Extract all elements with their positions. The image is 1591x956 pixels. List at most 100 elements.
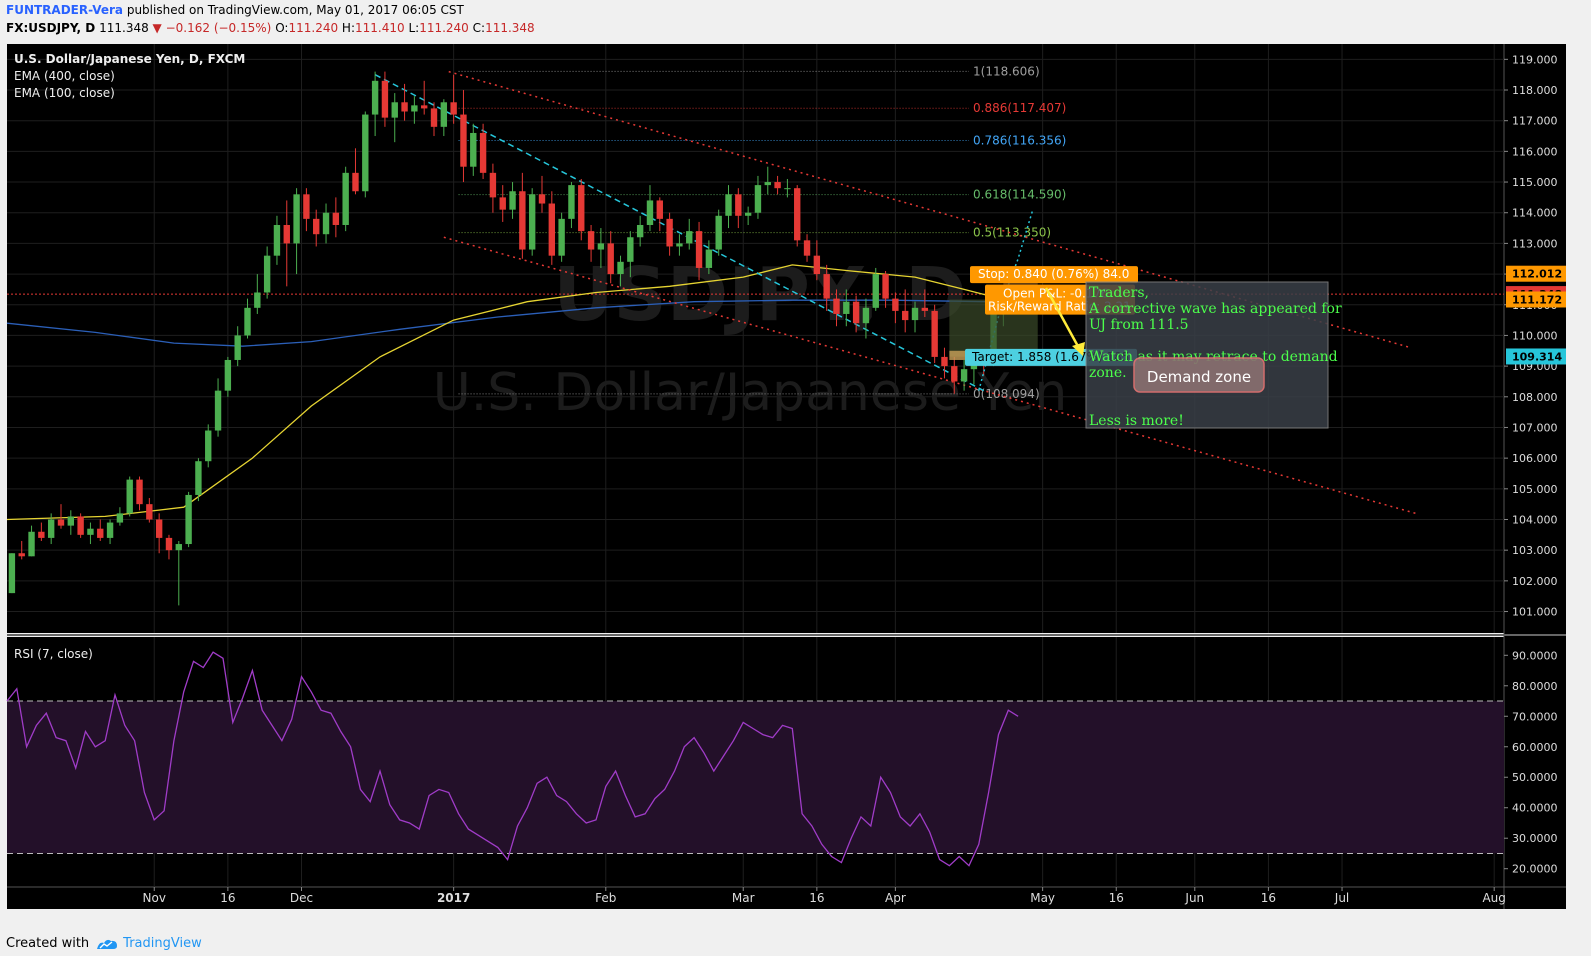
arrow-head-icon (1072, 342, 1085, 356)
candle (205, 424, 212, 468)
candle-body (77, 516, 84, 535)
candle-body (470, 132, 477, 167)
candle-body (313, 218, 320, 235)
candle (254, 274, 261, 314)
candle-body (744, 212, 752, 216)
published-text: published on TradingView.com, May 01, 20… (126, 3, 464, 17)
candle (587, 224, 595, 262)
time-axis (7, 887, 1566, 909)
candle (165, 534, 173, 560)
candle-body (921, 307, 929, 311)
price-chart[interactable]: 119.000 118.000 117.000 116.000 115.000 114.0… (0, 0, 1591, 930)
candle (362, 111, 369, 198)
candle (106, 519, 114, 545)
fib-level-label: 0(108.094) (973, 387, 1040, 401)
candle (224, 356, 232, 397)
price-axis (1504, 44, 1566, 887)
candle-body (951, 366, 958, 382)
fib-level-label: 1(118.606) (973, 64, 1040, 78)
publish-line: FUNTRADER-Vera published on TradingView.… (6, 3, 464, 17)
candle (47, 513, 55, 545)
candle (882, 271, 889, 308)
trend-line (443, 236, 1416, 515)
candle (852, 295, 860, 333)
candle-body (342, 172, 349, 225)
candle-body (283, 224, 290, 244)
ema-100-line (6, 264, 989, 521)
candle (57, 504, 65, 529)
candle (67, 510, 74, 535)
tradingview-link[interactable]: TradingView (123, 936, 202, 951)
candle (735, 188, 742, 229)
candle (77, 513, 84, 538)
rsi-tick-label: 80.0000 (1512, 680, 1558, 693)
y-tick-label: 117.000 (1512, 115, 1558, 128)
x-tick-label: 2017 (437, 891, 470, 905)
candle-body (902, 310, 909, 321)
candle-body (676, 243, 683, 247)
open-pl-label: Open P&L: -0.176 (1003, 287, 1109, 301)
rsi-label: RSI (7, close) (14, 647, 93, 661)
candle (843, 289, 850, 327)
candle-body (617, 261, 624, 275)
candle-body (28, 531, 35, 557)
candle-body (705, 249, 713, 268)
candle (489, 163, 497, 213)
x-tick-label: Dec (290, 891, 313, 905)
fib-level-label: 0.618(114.590) (973, 188, 1066, 202)
indicator-label: EMA (400, close) (14, 69, 115, 83)
fib-level-label: 0.5(113.350) (973, 226, 1051, 240)
candle (921, 289, 929, 318)
candle-body (303, 194, 310, 219)
rsi-band (7, 701, 1504, 854)
candle-body (244, 307, 251, 336)
symbol[interactable]: FX:USDJPY, D (6, 21, 96, 35)
x-tick-label: 16 (220, 891, 235, 905)
x-tick-label: Jun (1184, 891, 1204, 905)
candle (558, 212, 565, 262)
candle-body (666, 218, 673, 247)
candle-body (381, 80, 389, 118)
candle (244, 298, 251, 339)
y-tick-label: 107.000 (1512, 421, 1558, 434)
stop-label-box (970, 266, 1138, 284)
candle (666, 212, 673, 256)
candle-body (371, 80, 379, 115)
chart-title: U.S. Dollar/Japanese Yen, D, FXCM (14, 52, 245, 66)
watermark-symbol: USDJPY, D (553, 252, 966, 338)
close-label: C: (472, 21, 486, 35)
candle-body (489, 172, 497, 198)
candle (636, 215, 644, 247)
candle (381, 71, 389, 127)
candle-body (136, 479, 143, 505)
candle-body (784, 188, 791, 190)
candle-body (519, 191, 526, 250)
candle (8, 553, 16, 594)
candle (28, 525, 35, 557)
x-tick-label: Jul (1334, 891, 1349, 905)
candle (960, 359, 968, 391)
candle-body (87, 528, 94, 535)
stop-label: Stop: 0.840 (0.76%) 84.0 (978, 267, 1129, 281)
note-line: Traders, (1089, 285, 1149, 301)
y-tick-label: 110.000 (1512, 329, 1558, 342)
x-tick-label: 16 (1261, 891, 1276, 905)
candle-body (548, 203, 556, 256)
price-tag (1506, 291, 1566, 308)
symbol-line: FX:USDJPY, D 111.348 ▼ −0.162 (−0.15%) O… (6, 21, 535, 35)
author-link[interactable]: FUNTRADER-Vera (6, 3, 123, 17)
note-line: zone. (1089, 365, 1127, 381)
candle-body (587, 231, 595, 250)
open-value: 111.240 (288, 21, 339, 35)
candle (322, 203, 330, 244)
candle-body (440, 102, 448, 127)
candle-body (8, 553, 16, 594)
candle-body (607, 243, 614, 275)
candle-body (656, 200, 663, 219)
candle (617, 255, 624, 287)
note-box (1085, 281, 1329, 429)
y-tick-label: 118.000 (1512, 84, 1558, 97)
candle (548, 191, 556, 265)
x-tick-label: May (1030, 891, 1055, 905)
price-tag (1506, 348, 1566, 365)
